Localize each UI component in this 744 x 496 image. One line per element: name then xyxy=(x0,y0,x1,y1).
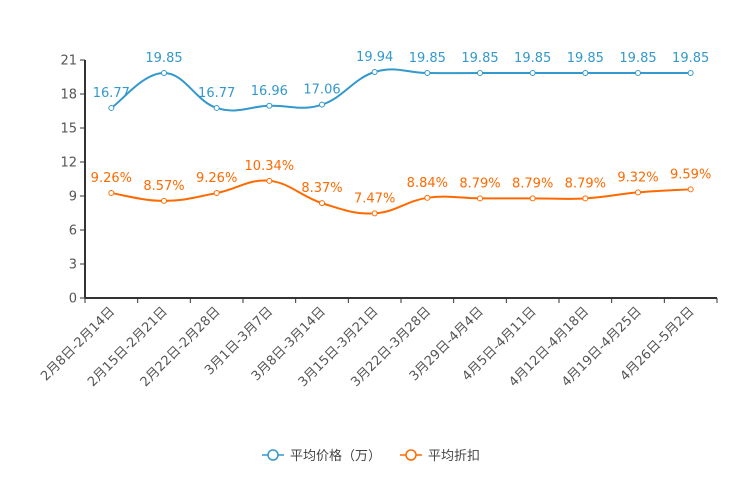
data-point xyxy=(371,69,378,76)
data-label: 8.79% xyxy=(565,176,606,191)
y-tick-label: 18 xyxy=(60,88,77,103)
data-point xyxy=(687,70,694,77)
data-point xyxy=(635,189,641,196)
data-point xyxy=(319,101,325,108)
data-point xyxy=(424,194,431,201)
data-point xyxy=(687,186,694,193)
data-label: 16.77 xyxy=(93,86,130,101)
data-label: 19.85 xyxy=(672,51,709,66)
data-label: 10.34% xyxy=(245,159,295,174)
data-point xyxy=(319,200,325,207)
data-point xyxy=(108,104,115,111)
data-label: 9.26% xyxy=(196,171,237,186)
y-tick-label: 0 xyxy=(69,292,77,307)
data-label: 9.32% xyxy=(617,170,658,185)
data-point xyxy=(477,70,483,77)
data-label: 7.47% xyxy=(354,191,395,206)
legend-label: 平均价格（万） xyxy=(290,448,381,464)
data-label: 8.84% xyxy=(407,176,448,191)
y-tick-label: 15 xyxy=(60,122,77,137)
data-point xyxy=(371,210,378,217)
data-label: 8.37% xyxy=(301,181,342,196)
data-point xyxy=(213,104,220,111)
y-tick-label: 6 xyxy=(69,224,77,239)
data-label: 16.77 xyxy=(198,86,235,101)
data-point xyxy=(529,70,536,77)
series-line-1 xyxy=(111,179,691,215)
legend-marker-icon xyxy=(405,449,417,461)
legend-marker-icon xyxy=(267,449,279,461)
data-label: 8.57% xyxy=(143,179,184,194)
data-label: 19.85 xyxy=(145,51,182,66)
data-label: 8.79% xyxy=(512,176,553,191)
data-label: 19.94 xyxy=(356,50,393,65)
y-tick-label: 9 xyxy=(69,190,77,205)
data-label: 19.85 xyxy=(619,51,656,66)
data-point xyxy=(529,195,536,202)
y-tick-label: 3 xyxy=(69,258,77,273)
y-tick-label: 12 xyxy=(60,156,77,171)
data-label: 9.26% xyxy=(91,171,132,186)
data-label: 8.79% xyxy=(459,176,500,191)
data-point xyxy=(161,70,167,77)
data-label: 9.59% xyxy=(670,167,711,182)
data-point xyxy=(477,195,483,202)
data-point xyxy=(161,197,167,204)
data-point xyxy=(582,70,589,77)
data-point xyxy=(213,190,220,197)
legend-label: 平均折扣 xyxy=(428,449,480,464)
data-label: 17.06 xyxy=(303,83,340,98)
data-label: 16.96 xyxy=(251,84,288,99)
data-point xyxy=(108,190,115,197)
data-point xyxy=(635,70,641,77)
data-point xyxy=(266,177,273,184)
data-label: 19.85 xyxy=(514,51,551,66)
data-point xyxy=(266,102,273,109)
data-label: 19.85 xyxy=(567,51,604,66)
y-tick-label: 21 xyxy=(60,54,77,69)
data-label: 19.85 xyxy=(409,51,446,66)
data-point xyxy=(582,195,589,202)
data-label: 19.85 xyxy=(461,51,498,66)
data-point xyxy=(424,70,431,77)
